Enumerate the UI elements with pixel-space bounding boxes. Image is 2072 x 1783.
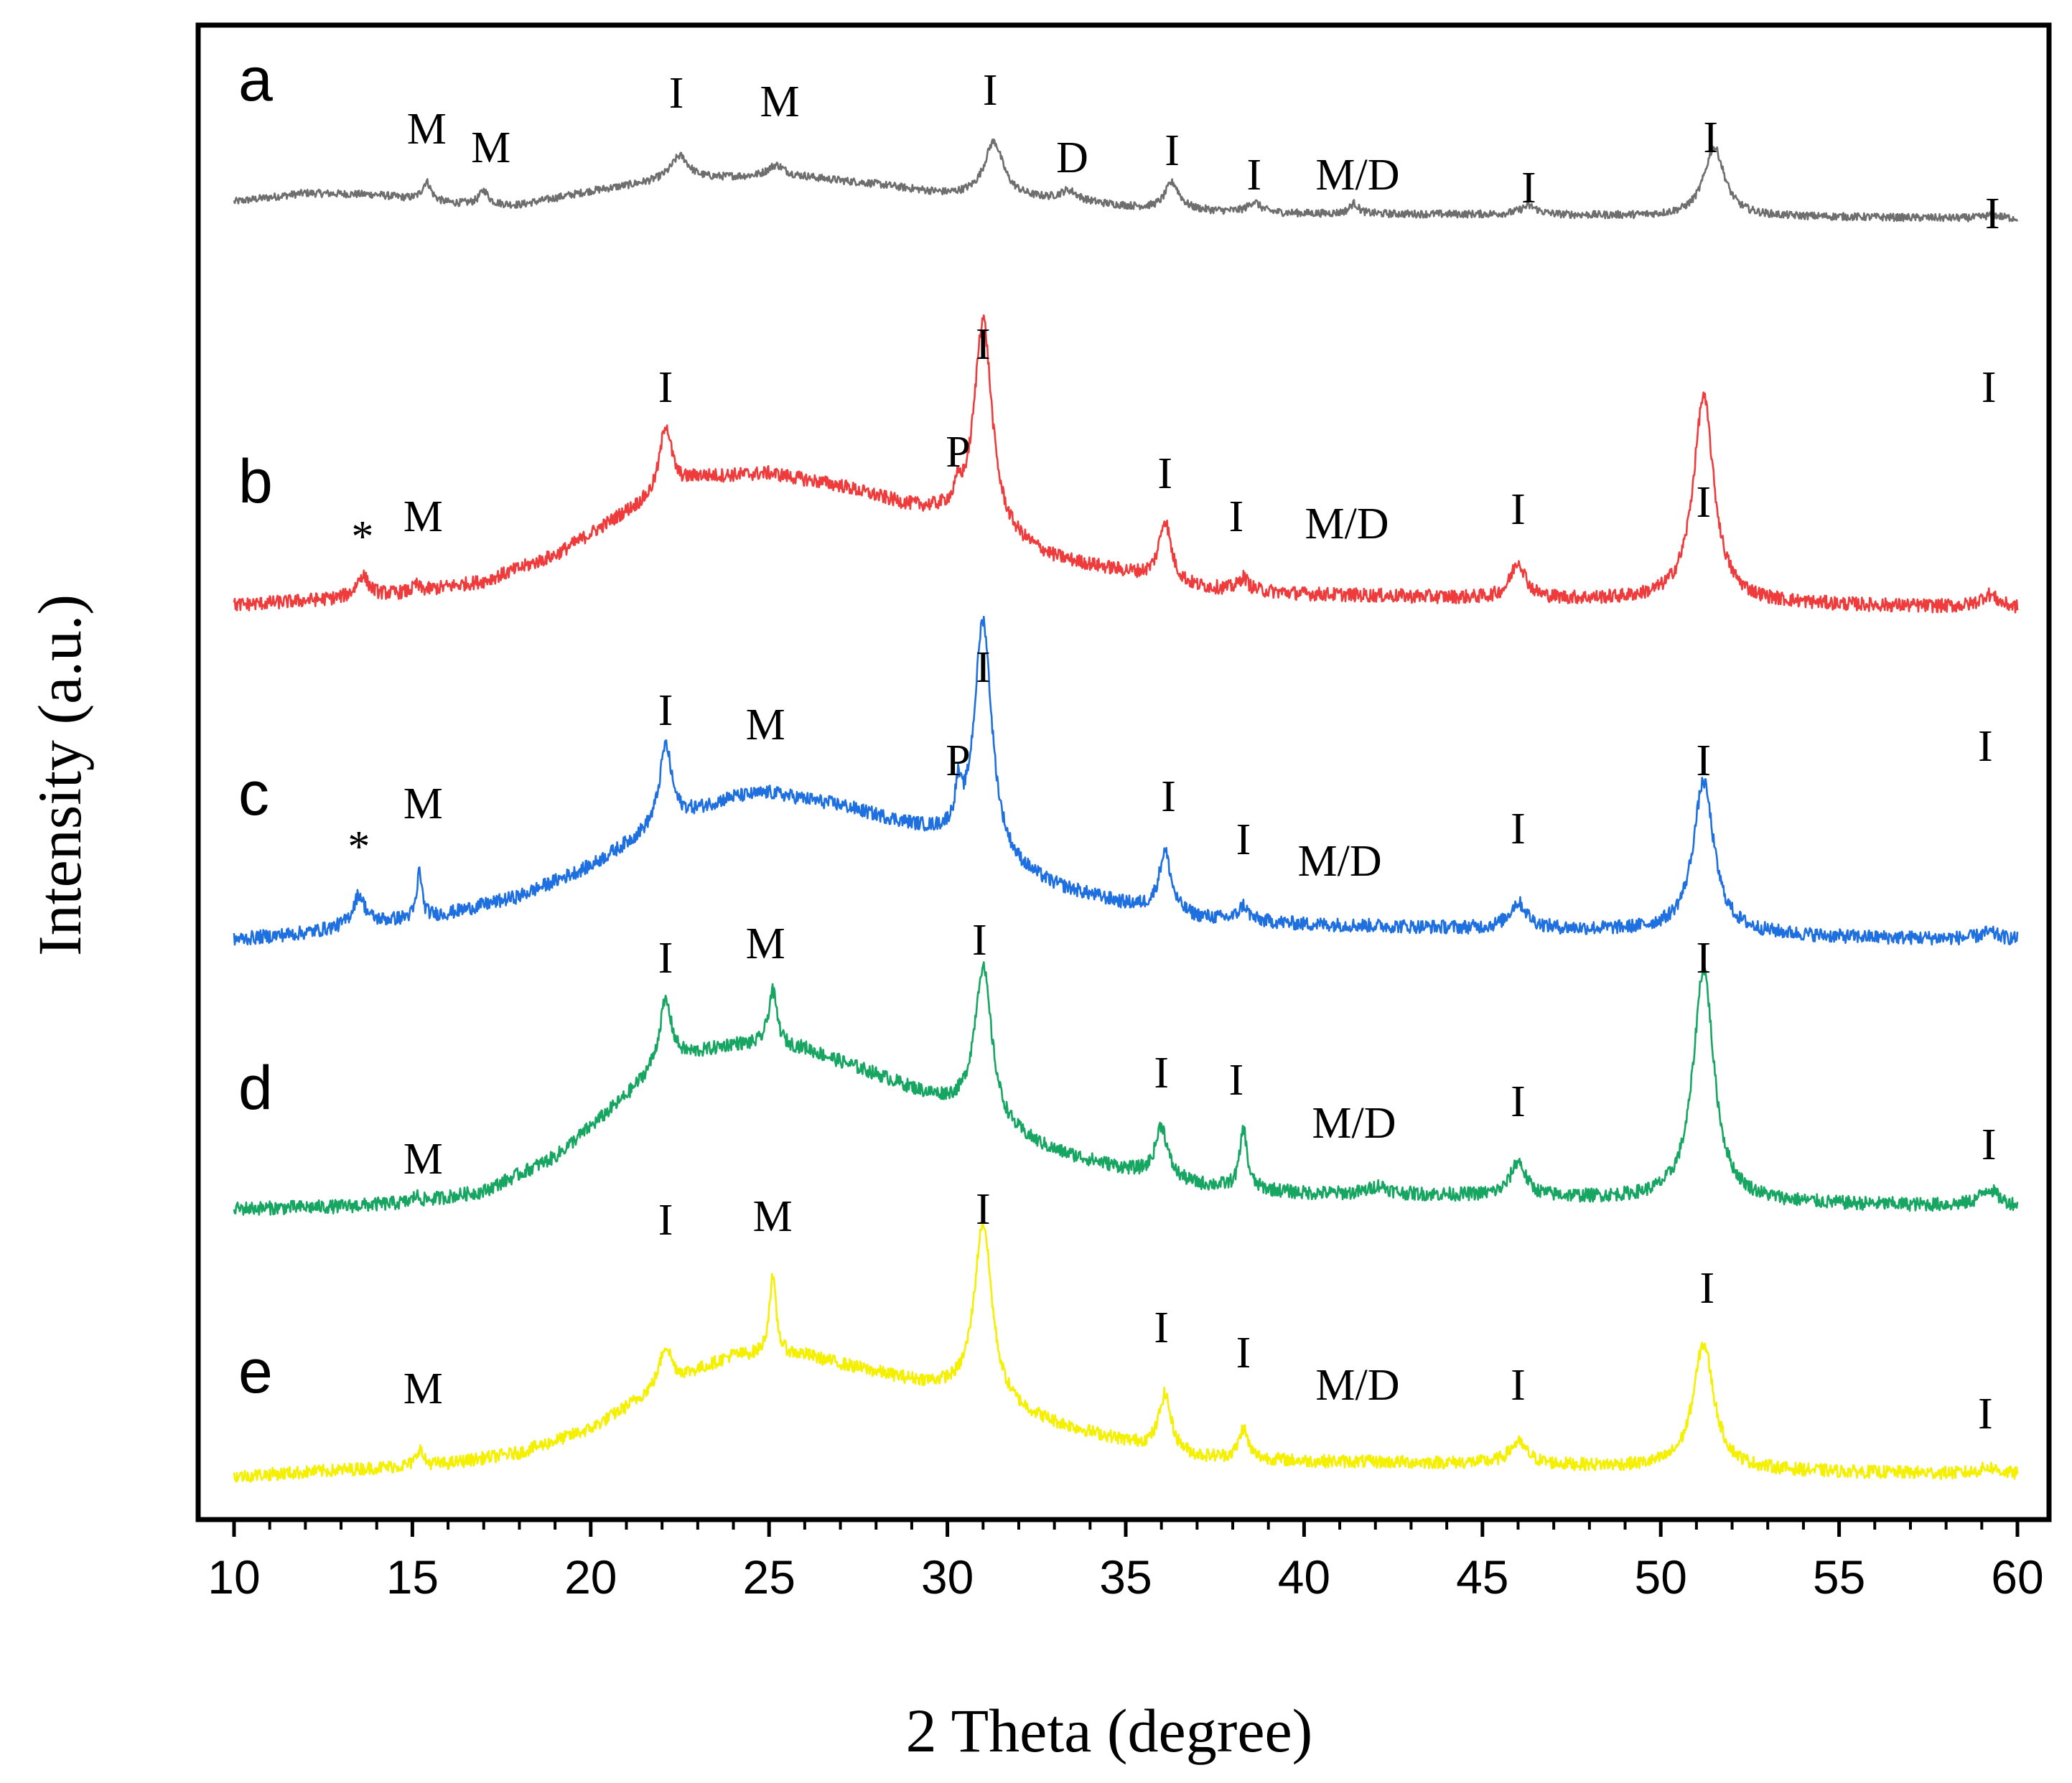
peak-label-c: I <box>976 643 991 692</box>
panel-labels: a b c d e <box>238 45 273 1406</box>
peak-label-c: * <box>347 823 370 871</box>
peak-label-e: I <box>1978 1390 1993 1438</box>
x-tick-label: 55 <box>1813 1550 1865 1604</box>
peak-label-c: I <box>1978 722 1993 771</box>
peak-label-b: M/D <box>1305 500 1389 548</box>
peak-label-d: I <box>1696 934 1711 983</box>
peak-label-c: I <box>1696 736 1711 785</box>
plot-frame <box>195 22 2052 1522</box>
x-axis-title: 2 Theta (degree) <box>906 1696 1313 1765</box>
peak-label-b: * <box>351 513 373 561</box>
x-tick-label: 10 <box>207 1550 260 1604</box>
x-tick-label: 40 <box>1278 1550 1330 1604</box>
peak-label-d: I <box>1154 1049 1169 1098</box>
series-line-d <box>233 961 2019 1216</box>
peak-label-d: I <box>1982 1120 1997 1169</box>
panel-label-e: e <box>238 1337 273 1406</box>
peak-label-b: I <box>1229 492 1244 541</box>
x-axis-ticks: 10 15 20 25 30 35 40 45 50 55 60 <box>207 1520 2044 1604</box>
peak-label-b: I <box>1511 485 1526 534</box>
peak-label-e: I <box>1154 1304 1169 1352</box>
peak-label-e: I <box>658 1196 673 1245</box>
peak-label-c: M/D <box>1298 837 1382 886</box>
peak-label-a: I <box>1247 151 1262 200</box>
peak-label-a: D <box>1056 134 1088 182</box>
x-tick-label: 20 <box>564 1550 617 1604</box>
x-tick-label: 50 <box>1634 1550 1686 1604</box>
peak-label-e: M/D <box>1315 1361 1399 1410</box>
peak-label-a: M <box>471 123 510 172</box>
panel-label-d: d <box>238 1054 273 1123</box>
peak-label-c: I <box>1161 772 1176 821</box>
peak-label-b: P <box>946 428 970 477</box>
peak-label-d: I <box>972 916 987 965</box>
peak-label-e: I <box>1699 1264 1714 1313</box>
x-tick-label: 30 <box>921 1550 974 1604</box>
series-line-c <box>233 615 2019 946</box>
peak-label-b: I <box>1696 478 1711 527</box>
series-line-b <box>233 314 2019 614</box>
peak-label-c: I <box>658 686 673 735</box>
peak-label-e: I <box>976 1185 991 1234</box>
x-tick-label: 45 <box>1456 1550 1508 1604</box>
peak-label-a: I <box>669 69 684 118</box>
peak-label-d: M <box>403 1135 443 1184</box>
x-tick-label: 15 <box>386 1550 439 1604</box>
peak-label-e: M <box>403 1365 443 1413</box>
peak-label-e: M <box>753 1192 793 1241</box>
peak-label-d: I <box>658 934 673 983</box>
peak-label-c: I <box>1511 805 1526 853</box>
peak-label-e: I <box>1236 1329 1251 1377</box>
series-layer <box>233 138 2019 1483</box>
peak-label-d: I <box>1229 1056 1244 1105</box>
peak-label-c: M <box>403 780 443 828</box>
peak-label-a: M/D <box>1315 151 1399 200</box>
x-tick-label: 35 <box>1099 1550 1152 1604</box>
peak-label-b: M <box>403 492 443 541</box>
peak-label-a: I <box>983 66 998 115</box>
series-line-e <box>233 1216 2019 1483</box>
x-tick-label: 60 <box>1991 1550 2043 1604</box>
peak-label-e: I <box>1511 1361 1526 1410</box>
peak-label-a: I <box>1985 189 2000 238</box>
peak-label-b: I <box>658 363 673 412</box>
peak-label-a: M <box>407 105 447 154</box>
peak-label-c: M <box>746 701 785 749</box>
peak-label-b: I <box>976 320 991 369</box>
peak-label-d: I <box>1511 1077 1526 1126</box>
panel-label-a: a <box>238 45 273 114</box>
peak-label-a: I <box>1521 164 1536 212</box>
peak-label-a: I <box>1165 126 1180 175</box>
peak-label-a: I <box>1703 113 1718 162</box>
panel-label-c: c <box>238 759 269 828</box>
peak-label-a: M <box>760 78 800 126</box>
peak-label-b: I <box>1982 363 1997 412</box>
panel-label-b: b <box>238 447 273 516</box>
y-axis-title: Intensity (a.u.) <box>25 594 94 956</box>
peak-label-d: M <box>746 919 785 968</box>
x-tick-label: 25 <box>742 1550 795 1604</box>
peak-label-b: I <box>1157 449 1172 498</box>
peak-label-d: M/D <box>1312 1099 1396 1148</box>
series-line-a <box>233 138 2019 223</box>
peak-label-c: I <box>1236 815 1251 864</box>
peak-label-c: P <box>946 736 970 785</box>
